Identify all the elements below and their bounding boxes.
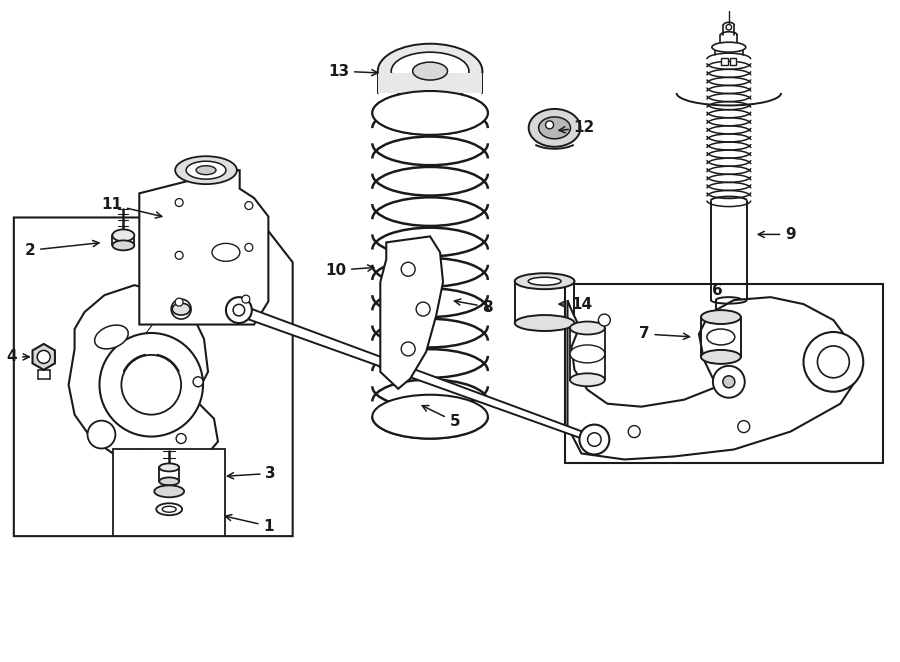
Text: 9: 9 (758, 227, 796, 242)
Polygon shape (378, 73, 482, 93)
Ellipse shape (373, 395, 488, 438)
Circle shape (87, 420, 115, 448)
Text: 7: 7 (639, 326, 689, 342)
Ellipse shape (159, 477, 179, 485)
Ellipse shape (186, 162, 226, 179)
Ellipse shape (196, 166, 216, 175)
Circle shape (817, 346, 850, 378)
Circle shape (233, 305, 245, 316)
Ellipse shape (159, 463, 179, 471)
Circle shape (136, 449, 147, 459)
Circle shape (713, 366, 745, 398)
Polygon shape (140, 170, 268, 324)
Ellipse shape (373, 91, 488, 135)
Circle shape (723, 376, 734, 388)
Ellipse shape (570, 373, 605, 386)
Circle shape (122, 355, 181, 414)
Bar (113, 448, 225, 536)
Polygon shape (14, 218, 292, 536)
Text: 10: 10 (325, 263, 374, 278)
Ellipse shape (706, 329, 734, 345)
Circle shape (176, 434, 186, 444)
Polygon shape (568, 297, 859, 459)
Text: 3: 3 (228, 466, 276, 481)
FancyBboxPatch shape (730, 58, 736, 65)
Circle shape (226, 297, 252, 323)
Circle shape (176, 252, 183, 260)
Ellipse shape (528, 277, 561, 285)
Ellipse shape (157, 503, 182, 515)
Circle shape (580, 424, 609, 455)
Text: 1: 1 (225, 514, 274, 534)
Circle shape (242, 295, 250, 303)
Ellipse shape (112, 230, 134, 242)
Ellipse shape (413, 62, 447, 80)
Circle shape (100, 333, 203, 436)
Circle shape (37, 350, 50, 363)
Ellipse shape (515, 273, 574, 289)
Ellipse shape (528, 109, 580, 147)
Bar (564, 284, 883, 463)
Polygon shape (68, 285, 218, 465)
Ellipse shape (172, 303, 190, 315)
Circle shape (176, 298, 183, 306)
Ellipse shape (392, 52, 469, 90)
Circle shape (245, 244, 253, 252)
Ellipse shape (701, 350, 741, 364)
Circle shape (245, 201, 253, 209)
Circle shape (416, 302, 430, 316)
Circle shape (401, 342, 415, 356)
Polygon shape (32, 344, 55, 370)
Ellipse shape (712, 42, 746, 52)
Circle shape (726, 24, 732, 30)
Circle shape (738, 420, 750, 432)
Text: 5: 5 (422, 406, 460, 429)
Text: 6: 6 (712, 283, 723, 298)
Ellipse shape (515, 315, 574, 331)
Ellipse shape (570, 345, 605, 363)
Text: 8: 8 (454, 299, 493, 314)
Ellipse shape (162, 506, 176, 512)
Circle shape (628, 426, 640, 438)
Ellipse shape (176, 156, 237, 184)
Circle shape (171, 299, 191, 319)
Text: 14: 14 (559, 297, 592, 312)
Circle shape (804, 332, 863, 392)
Ellipse shape (212, 244, 240, 261)
Ellipse shape (538, 117, 571, 139)
Circle shape (401, 262, 415, 276)
Ellipse shape (154, 485, 184, 497)
Ellipse shape (701, 310, 741, 324)
Ellipse shape (570, 322, 605, 334)
Circle shape (545, 121, 554, 129)
Ellipse shape (112, 240, 134, 250)
Text: 2: 2 (24, 240, 99, 258)
Polygon shape (237, 305, 596, 443)
Ellipse shape (378, 44, 482, 99)
Polygon shape (381, 236, 443, 389)
Text: 11: 11 (101, 197, 162, 218)
Text: 4: 4 (6, 350, 30, 364)
Circle shape (194, 377, 203, 387)
FancyBboxPatch shape (722, 58, 728, 65)
Text: 12: 12 (559, 120, 595, 135)
Circle shape (598, 314, 610, 326)
Circle shape (588, 433, 601, 446)
Circle shape (176, 199, 183, 207)
Text: 13: 13 (328, 64, 378, 79)
Ellipse shape (94, 325, 128, 349)
